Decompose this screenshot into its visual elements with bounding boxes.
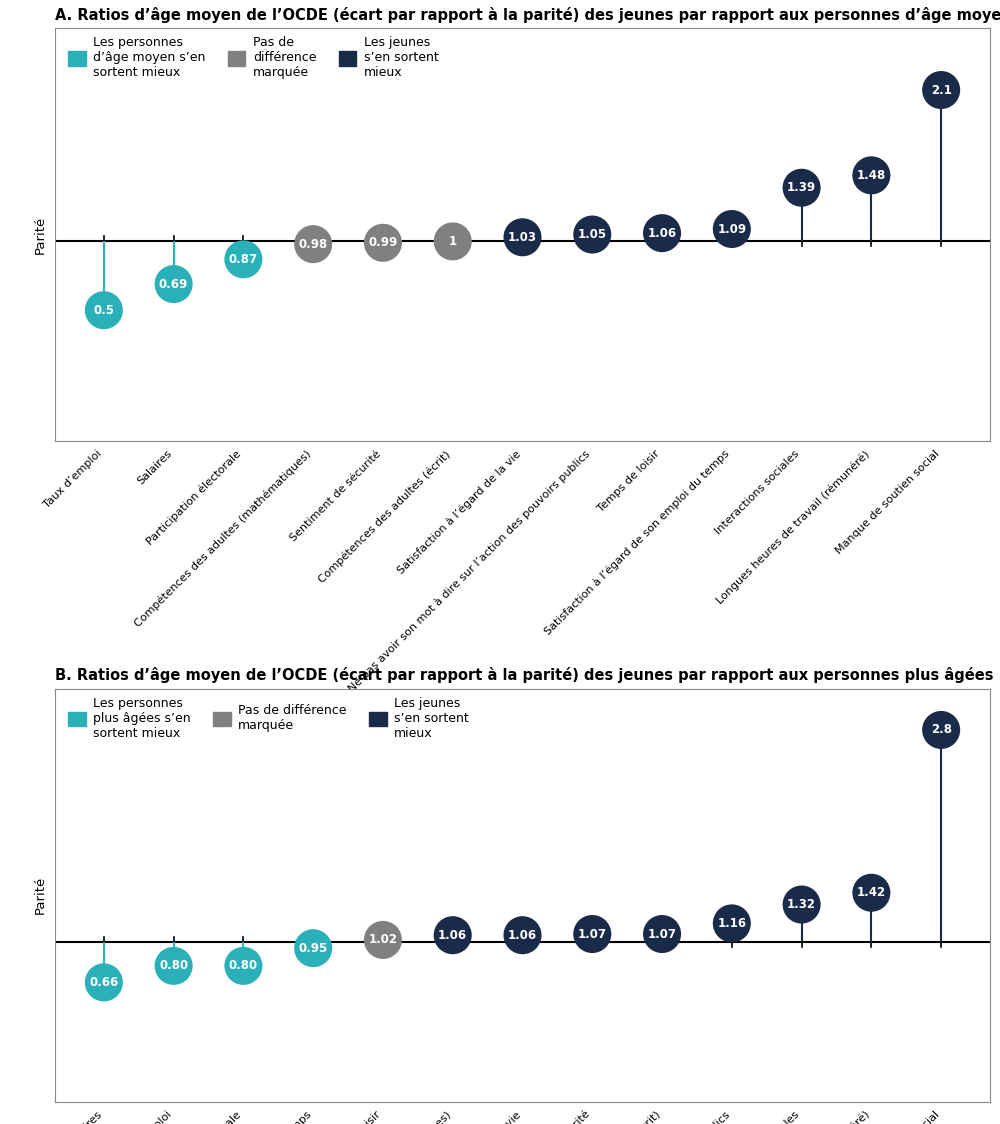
Y-axis label: Parité: Parité xyxy=(34,216,47,254)
Point xyxy=(584,226,600,244)
Point xyxy=(724,915,740,933)
Text: A. Ratios d’âge moyen de l’OCDE (écart par rapport à la parité) des jeunes par r: A. Ratios d’âge moyen de l’OCDE (écart p… xyxy=(55,7,1000,22)
Point xyxy=(863,166,879,184)
Legend: Les personnes
d’âge moyen s’en
sortent mieux, Pas de
différence
marquée, Les jeu: Les personnes d’âge moyen s’en sortent m… xyxy=(64,33,442,83)
Text: 1.06: 1.06 xyxy=(508,928,537,942)
Text: 1.39: 1.39 xyxy=(787,181,816,194)
Point xyxy=(933,720,949,738)
Text: 1.02: 1.02 xyxy=(368,933,397,946)
Y-axis label: Parité: Parité xyxy=(34,876,47,914)
Text: 0.66: 0.66 xyxy=(89,976,118,989)
Point xyxy=(933,81,949,99)
Point xyxy=(654,224,670,242)
Text: 1.07: 1.07 xyxy=(578,927,607,941)
Text: 1.32: 1.32 xyxy=(787,898,816,912)
Point xyxy=(654,925,670,943)
Text: 1.09: 1.09 xyxy=(717,223,746,236)
Text: 1: 1 xyxy=(449,235,457,248)
Point xyxy=(445,233,461,251)
Text: 1.42: 1.42 xyxy=(857,886,886,899)
Point xyxy=(166,957,182,975)
Text: 0.5: 0.5 xyxy=(93,303,114,317)
Point xyxy=(724,220,740,238)
Point xyxy=(863,883,879,901)
Text: 0.98: 0.98 xyxy=(299,237,328,251)
Text: 0.69: 0.69 xyxy=(159,278,188,291)
Point xyxy=(235,957,251,975)
Text: 1.48: 1.48 xyxy=(857,169,886,182)
Point xyxy=(445,926,461,944)
Text: 0.87: 0.87 xyxy=(229,253,258,265)
Text: 1.05: 1.05 xyxy=(578,228,607,241)
Point xyxy=(235,251,251,269)
Point xyxy=(584,925,600,943)
Point xyxy=(96,973,112,991)
Text: 0.95: 0.95 xyxy=(299,942,328,954)
Text: 1.03: 1.03 xyxy=(508,230,537,244)
Point xyxy=(96,301,112,319)
Text: B. Ratios d’âge moyen de l’OCDE (écart par rapport à la parité) des jeunes par r: B. Ratios d’âge moyen de l’OCDE (écart p… xyxy=(55,668,994,683)
Point xyxy=(794,896,810,914)
Point xyxy=(794,179,810,197)
Text: 0.99: 0.99 xyxy=(368,236,398,250)
Point xyxy=(375,931,391,949)
Text: 2.1: 2.1 xyxy=(931,83,952,97)
Point xyxy=(305,235,321,253)
Point xyxy=(305,940,321,958)
Point xyxy=(166,275,182,293)
Text: 1.16: 1.16 xyxy=(717,917,746,930)
Point xyxy=(375,234,391,252)
Text: 2.8: 2.8 xyxy=(931,724,952,736)
Point xyxy=(514,926,530,944)
Text: 1.06: 1.06 xyxy=(647,227,677,239)
Point xyxy=(514,228,530,246)
Text: 1.06: 1.06 xyxy=(438,928,467,942)
Legend: Les personnes
plus âgées s’en
sortent mieux, Pas de différence
marquée, Les jeun: Les personnes plus âgées s’en sortent mi… xyxy=(64,692,473,743)
Text: 0.80: 0.80 xyxy=(229,960,258,972)
Text: 0.80: 0.80 xyxy=(159,960,188,972)
Text: 1.07: 1.07 xyxy=(648,927,677,941)
